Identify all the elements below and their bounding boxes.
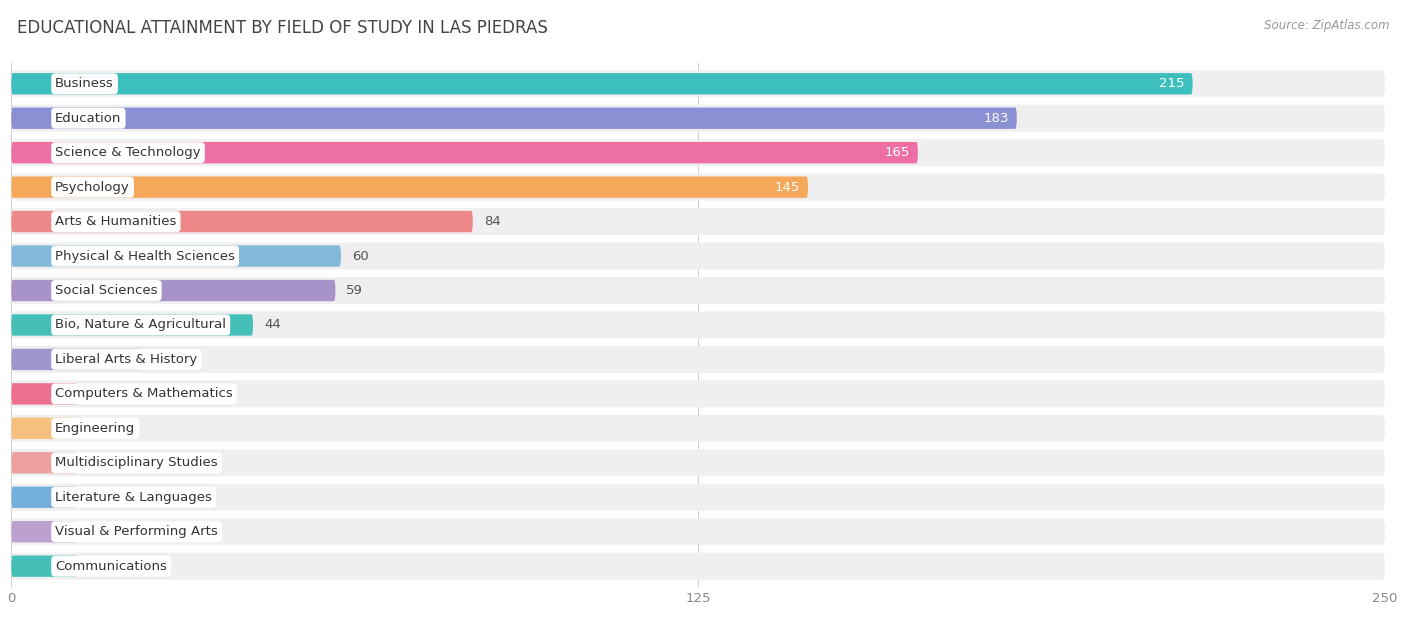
FancyBboxPatch shape bbox=[11, 314, 253, 336]
FancyBboxPatch shape bbox=[11, 107, 1017, 129]
FancyBboxPatch shape bbox=[11, 415, 1385, 442]
FancyBboxPatch shape bbox=[11, 105, 1385, 132]
Text: Literature & Languages: Literature & Languages bbox=[55, 491, 212, 504]
FancyBboxPatch shape bbox=[11, 553, 1385, 580]
Text: Arts & Humanities: Arts & Humanities bbox=[55, 215, 177, 228]
Text: Computers & Mathematics: Computers & Mathematics bbox=[55, 387, 233, 401]
Text: 165: 165 bbox=[884, 146, 910, 159]
FancyBboxPatch shape bbox=[11, 380, 1385, 408]
Text: EDUCATIONAL ATTAINMENT BY FIELD OF STUDY IN LAS PIEDRAS: EDUCATIONAL ATTAINMENT BY FIELD OF STUDY… bbox=[17, 19, 548, 37]
Text: Source: ZipAtlas.com: Source: ZipAtlas.com bbox=[1264, 19, 1389, 32]
Text: Multidisciplinary Studies: Multidisciplinary Studies bbox=[55, 456, 218, 469]
FancyBboxPatch shape bbox=[11, 555, 77, 577]
Text: 84: 84 bbox=[484, 215, 501, 228]
FancyBboxPatch shape bbox=[11, 277, 1385, 304]
FancyBboxPatch shape bbox=[11, 349, 143, 370]
FancyBboxPatch shape bbox=[11, 449, 1385, 476]
Text: 0: 0 bbox=[91, 491, 100, 504]
Text: Physical & Health Sciences: Physical & Health Sciences bbox=[55, 249, 235, 262]
FancyBboxPatch shape bbox=[11, 70, 1385, 97]
FancyBboxPatch shape bbox=[11, 211, 472, 232]
FancyBboxPatch shape bbox=[11, 208, 1385, 235]
FancyBboxPatch shape bbox=[11, 487, 77, 508]
Text: 0: 0 bbox=[91, 560, 100, 573]
Text: Education: Education bbox=[55, 112, 121, 125]
FancyBboxPatch shape bbox=[11, 521, 77, 543]
FancyBboxPatch shape bbox=[11, 383, 77, 404]
Text: Engineering: Engineering bbox=[55, 422, 135, 435]
Text: 0: 0 bbox=[91, 422, 100, 435]
FancyBboxPatch shape bbox=[11, 242, 1385, 269]
FancyBboxPatch shape bbox=[11, 139, 1385, 166]
Text: Social Sciences: Social Sciences bbox=[55, 284, 157, 297]
Text: 145: 145 bbox=[775, 180, 800, 194]
Text: 24: 24 bbox=[155, 353, 172, 366]
FancyBboxPatch shape bbox=[11, 312, 1385, 338]
Text: 59: 59 bbox=[346, 284, 363, 297]
FancyBboxPatch shape bbox=[11, 280, 336, 301]
FancyBboxPatch shape bbox=[11, 174, 1385, 201]
Text: 183: 183 bbox=[983, 112, 1008, 125]
Text: Science & Technology: Science & Technology bbox=[55, 146, 201, 159]
FancyBboxPatch shape bbox=[11, 346, 1385, 373]
FancyBboxPatch shape bbox=[11, 418, 77, 439]
Text: 215: 215 bbox=[1159, 77, 1184, 90]
FancyBboxPatch shape bbox=[11, 484, 1385, 510]
FancyBboxPatch shape bbox=[11, 245, 340, 267]
Text: Liberal Arts & History: Liberal Arts & History bbox=[55, 353, 197, 366]
FancyBboxPatch shape bbox=[11, 73, 1192, 95]
Text: 60: 60 bbox=[352, 249, 368, 262]
Text: 0: 0 bbox=[91, 456, 100, 469]
Text: Business: Business bbox=[55, 77, 114, 90]
FancyBboxPatch shape bbox=[11, 177, 808, 198]
Text: 0: 0 bbox=[91, 525, 100, 538]
Text: 0: 0 bbox=[91, 387, 100, 401]
Text: Communications: Communications bbox=[55, 560, 167, 573]
FancyBboxPatch shape bbox=[11, 452, 77, 473]
Text: Psychology: Psychology bbox=[55, 180, 129, 194]
Text: Visual & Performing Arts: Visual & Performing Arts bbox=[55, 525, 218, 538]
Text: Bio, Nature & Agricultural: Bio, Nature & Agricultural bbox=[55, 319, 226, 331]
FancyBboxPatch shape bbox=[11, 142, 918, 163]
FancyBboxPatch shape bbox=[11, 518, 1385, 545]
Text: 44: 44 bbox=[264, 319, 281, 331]
